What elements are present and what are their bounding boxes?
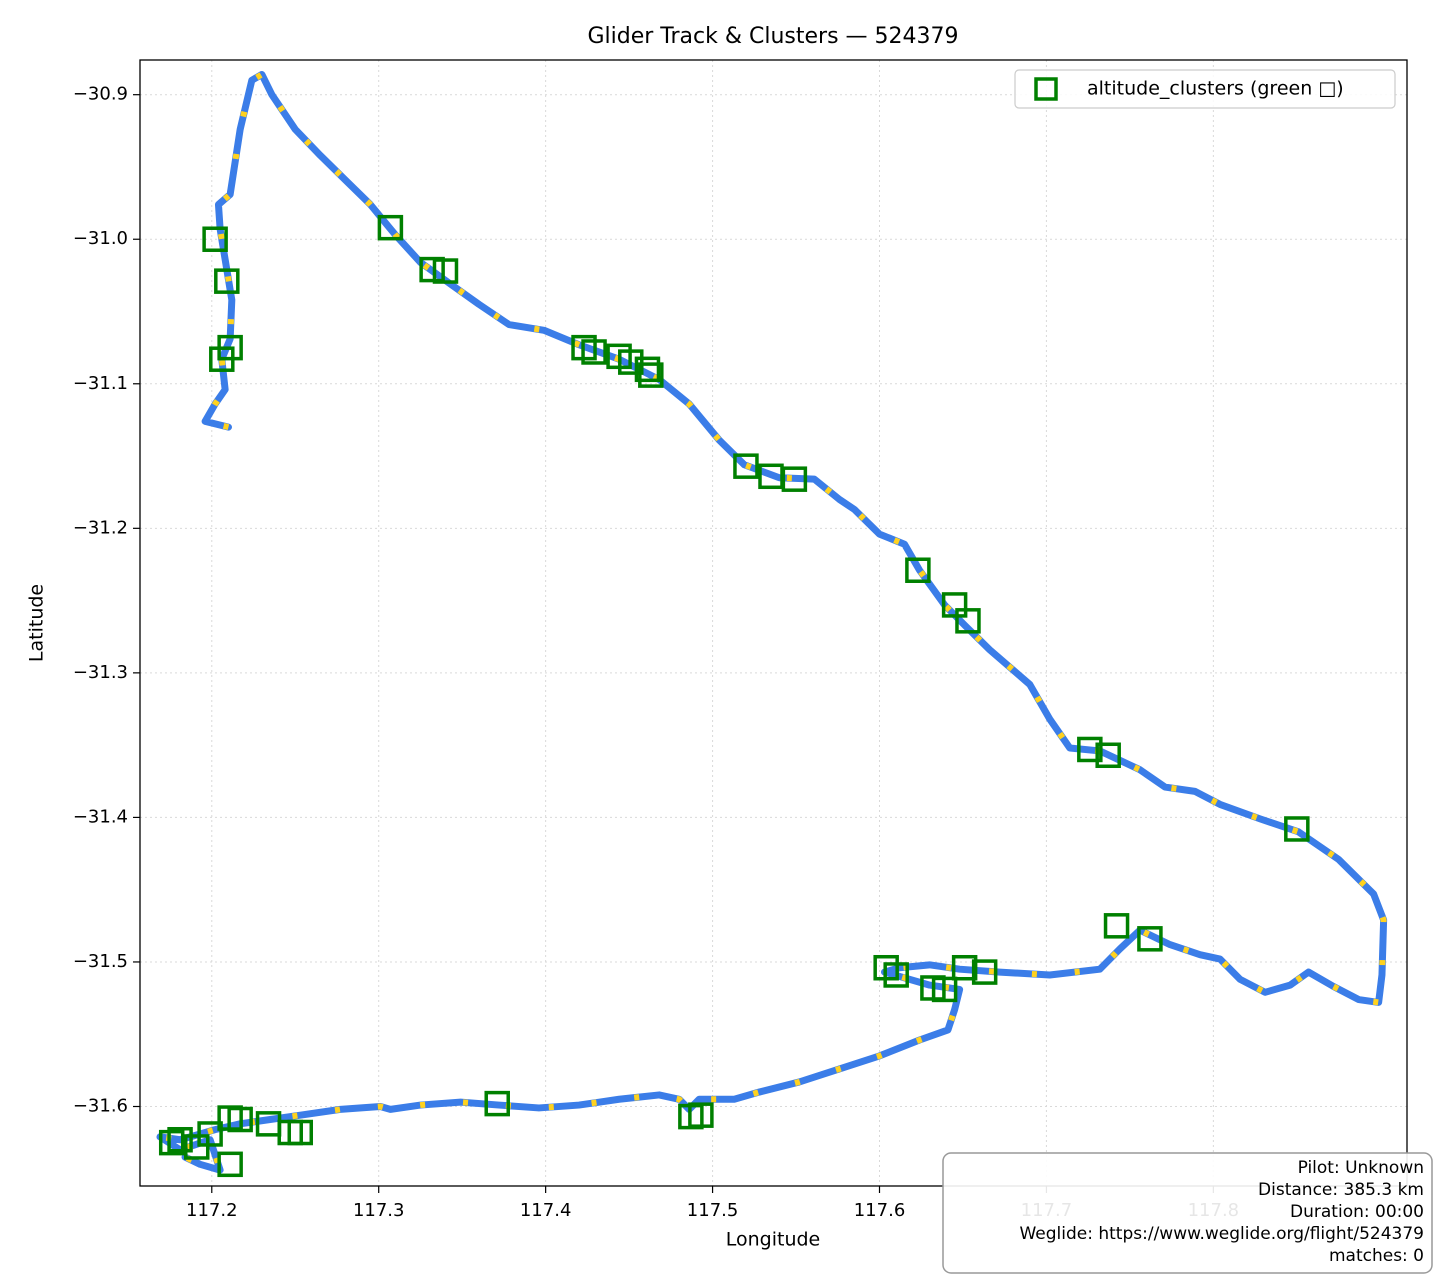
cluster-marker	[1284, 816, 1310, 842]
cluster-marker	[581, 339, 607, 365]
y-axis-label: Latitude	[26, 584, 48, 662]
cluster-marker	[419, 256, 445, 283]
x-axis-label: Longitude	[726, 1229, 821, 1251]
x-tick-label: 117.3	[353, 1200, 405, 1221]
cluster-marker	[377, 214, 404, 241]
info-box	[942, 1152, 1433, 1274]
legend-label: altitude_clusters (green □)	[1087, 78, 1344, 100]
cluster-marker	[634, 356, 661, 383]
cluster-marker	[217, 334, 243, 361]
cluster-marker	[688, 1102, 714, 1128]
cluster-marker	[202, 226, 228, 252]
y-tick-label: −31.3	[73, 662, 128, 683]
cluster-marker	[931, 976, 958, 1003]
cluster-marker	[883, 962, 909, 988]
cluster-marker	[781, 466, 808, 492]
cluster-marker	[941, 592, 968, 618]
x-tick-label: 117.2	[186, 1200, 238, 1221]
cluster-marker	[217, 1151, 243, 1178]
cluster-marker	[1095, 742, 1121, 769]
cluster-marker	[1137, 926, 1163, 952]
cluster-marker	[214, 268, 240, 294]
cluster-marker	[1103, 913, 1130, 939]
y-tick-label: −30.9	[73, 84, 128, 105]
info-line: Pilot: Unknown	[1298, 1158, 1424, 1178]
track-line	[156, 70, 1388, 1174]
y-tick-label: −31.0	[73, 228, 128, 249]
info-line: Distance: 385.3 km	[1258, 1180, 1424, 1200]
cluster-marker	[184, 1134, 210, 1160]
cluster-marker	[1077, 736, 1103, 763]
cluster-marker	[484, 1090, 510, 1117]
info-line: Duration: 00:00	[1290, 1202, 1424, 1222]
cluster-marker	[287, 1119, 314, 1146]
chart-title: Glider Track & Clusters — 524379	[587, 24, 958, 49]
cluster-marker	[618, 349, 644, 375]
x-tick-label: 117.4	[520, 1200, 572, 1221]
cluster-marker	[905, 557, 931, 583]
cluster-marker	[158, 1129, 185, 1156]
y-tick-label: −31.2	[73, 517, 128, 538]
y-tick-label: −31.1	[73, 373, 128, 394]
cluster-marker	[167, 1126, 193, 1153]
y-tick-label: −31.4	[73, 806, 128, 827]
cluster-marker	[733, 453, 759, 479]
x-tick-label: 117.6	[854, 1200, 906, 1221]
axes-frame	[139, 59, 1408, 1187]
cluster-marker	[971, 959, 998, 985]
y-tick-label: −31.6	[73, 1096, 128, 1117]
cluster-marker	[227, 1106, 253, 1133]
cluster-marker	[951, 954, 978, 981]
info-line: matches: 0	[1329, 1246, 1424, 1266]
cluster-marker	[255, 1111, 282, 1137]
cluster-marker	[955, 608, 981, 634]
cluster-marker	[638, 362, 664, 388]
legend-box	[1014, 69, 1396, 109]
x-tick-label: 117.5	[687, 1200, 739, 1221]
info-line: Weglide: https://www.weglide.org/flight/…	[1019, 1224, 1424, 1244]
cluster-marker	[197, 1121, 223, 1147]
cluster-marker	[432, 258, 459, 284]
legend-marker	[1034, 77, 1058, 101]
y-tick-label: −31.5	[73, 951, 128, 972]
